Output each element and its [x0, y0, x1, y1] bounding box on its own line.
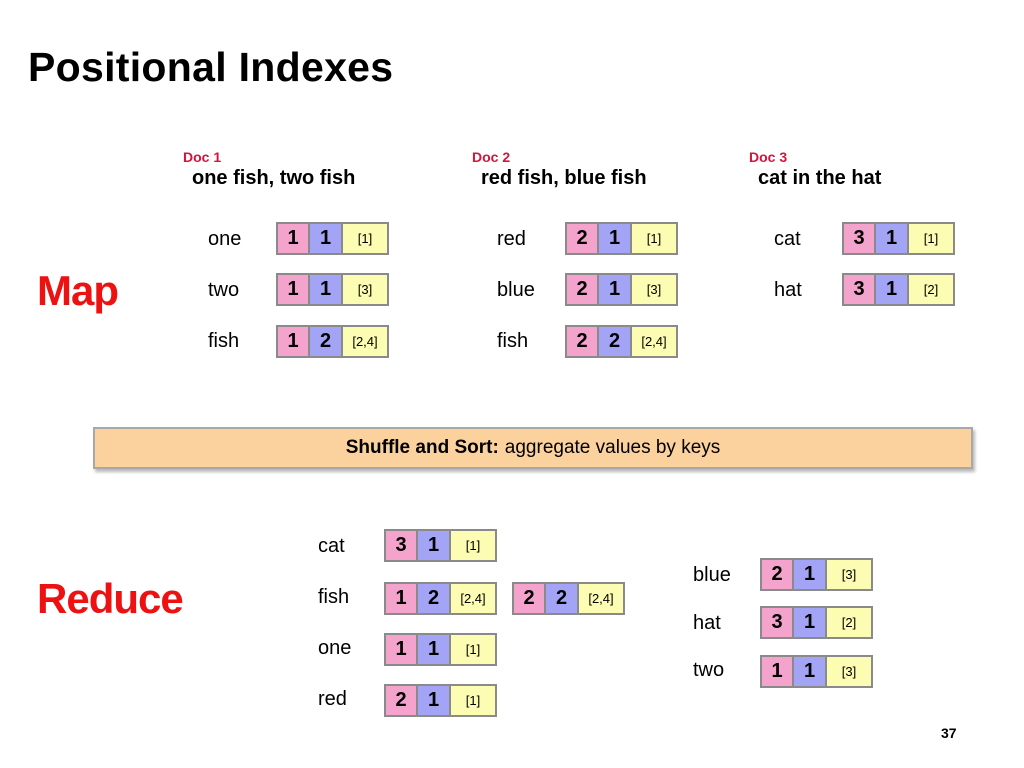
- positions-cell: [2,4]: [630, 325, 678, 358]
- reduce-posting: 3 1 [2]: [760, 606, 873, 639]
- map-term: fish: [497, 330, 529, 352]
- map-term: red: [497, 228, 526, 250]
- map-posting: 2 2 [2,4]: [565, 325, 678, 358]
- reduce-term: cat: [318, 535, 345, 557]
- map-posting: 1 2 [2,4]: [276, 325, 389, 358]
- positions-cell: [3]: [825, 558, 873, 591]
- map-term: two: [208, 279, 240, 301]
- reduce-posting: 2 1 [1]: [384, 684, 497, 717]
- term-frequency-cell: 2: [544, 582, 579, 615]
- doc-id-cell: 1: [760, 655, 794, 688]
- doc-id-cell: 3: [842, 273, 876, 306]
- positions-cell: [1]: [449, 684, 497, 717]
- doc-id-cell: 2: [760, 558, 794, 591]
- term-frequency-cell: 1: [874, 273, 909, 306]
- doc-id-cell: 3: [760, 606, 794, 639]
- map-term: blue: [497, 279, 535, 301]
- positions-cell: [2]: [907, 273, 955, 306]
- positions-cell: [1]: [449, 633, 497, 666]
- reduce-posting: 1 1 [1]: [384, 633, 497, 666]
- doc-text-3: cat in the hat: [758, 167, 882, 189]
- map-posting: 1 1 [3]: [276, 273, 389, 306]
- page-number: 37: [941, 725, 957, 741]
- positions-cell: [2,4]: [449, 582, 497, 615]
- term-frequency-cell: 1: [416, 633, 451, 666]
- map-posting: 2 1 [1]: [565, 222, 678, 255]
- map-term: one: [208, 228, 242, 250]
- term-frequency-cell: 1: [597, 222, 632, 255]
- doc-label-3: Doc 3: [749, 149, 788, 165]
- positions-cell: [2,4]: [577, 582, 625, 615]
- positions-cell: [2,4]: [341, 325, 389, 358]
- doc-id-cell: 1: [276, 273, 310, 306]
- positions-cell: [1]: [341, 222, 389, 255]
- reduce-term: hat: [693, 612, 721, 634]
- term-frequency-cell: 1: [792, 606, 827, 639]
- reduce-term: two: [693, 659, 725, 681]
- reduce-term: one: [318, 637, 352, 659]
- doc-id-cell: 2: [512, 582, 546, 615]
- doc-id-cell: 2: [565, 273, 599, 306]
- term-frequency-cell: 1: [308, 222, 343, 255]
- doc-id-cell: 3: [384, 529, 418, 562]
- doc-id-cell: 1: [276, 222, 310, 255]
- term-frequency-cell: 1: [416, 684, 451, 717]
- reduce-posting: 1 2 [2,4]: [384, 582, 497, 615]
- positions-cell: [3]: [630, 273, 678, 306]
- reduce-posting: 2 1 [3]: [760, 558, 873, 591]
- positions-cell: [1]: [449, 529, 497, 562]
- doc-id-cell: 2: [384, 684, 418, 717]
- shuffle-rest: aggregate values by keys: [504, 437, 721, 458]
- map-posting: 2 1 [3]: [565, 273, 678, 306]
- term-frequency-cell: 2: [597, 325, 632, 358]
- term-frequency-cell: 1: [792, 655, 827, 688]
- term-frequency-cell: 1: [874, 222, 909, 255]
- doc-text-1: one fish, two fish: [192, 167, 356, 189]
- map-posting: 1 1 [1]: [276, 222, 389, 255]
- positions-cell: [3]: [825, 655, 873, 688]
- map-term: fish: [208, 330, 240, 352]
- doc-id-cell: 1: [384, 633, 418, 666]
- shuffle-bold: Shuffle and Sort:: [345, 437, 499, 458]
- map-label: Map: [37, 267, 119, 314]
- map-term: hat: [774, 279, 802, 301]
- term-frequency-cell: 1: [597, 273, 632, 306]
- doc-id-cell: 1: [384, 582, 418, 615]
- map-posting: 3 1 [1]: [842, 222, 955, 255]
- doc-label-1: Doc 1: [183, 149, 222, 165]
- map-term: cat: [774, 228, 801, 250]
- reduce-term: blue: [693, 564, 731, 586]
- reduce-term: fish: [318, 586, 350, 608]
- term-frequency-cell: 1: [792, 558, 827, 591]
- reduce-posting: 1 1 [3]: [760, 655, 873, 688]
- reduce-label: Reduce: [37, 575, 184, 622]
- map-posting: 3 1 [2]: [842, 273, 955, 306]
- term-frequency-cell: 2: [416, 582, 451, 615]
- positions-cell: [2]: [825, 606, 873, 639]
- positions-cell: [3]: [341, 273, 389, 306]
- doc-text-2: red fish, blue fish: [481, 167, 647, 189]
- term-frequency-cell: 1: [416, 529, 451, 562]
- slide-title: Positional Indexes: [28, 44, 394, 90]
- reduce-posting: 2 2 [2,4]: [512, 582, 625, 615]
- doc-label-2: Doc 2: [472, 149, 511, 165]
- term-frequency-cell: 2: [308, 325, 343, 358]
- shuffle-and-sort-bar: Shuffle and Sort: aggregate values by ke…: [93, 427, 973, 469]
- doc-id-cell: 3: [842, 222, 876, 255]
- reduce-posting: 3 1 [1]: [384, 529, 497, 562]
- positions-cell: [1]: [907, 222, 955, 255]
- positions-cell: [1]: [630, 222, 678, 255]
- doc-id-cell: 2: [565, 222, 599, 255]
- doc-id-cell: 1: [276, 325, 310, 358]
- term-frequency-cell: 1: [308, 273, 343, 306]
- doc-id-cell: 2: [565, 325, 599, 358]
- reduce-term: red: [318, 688, 347, 710]
